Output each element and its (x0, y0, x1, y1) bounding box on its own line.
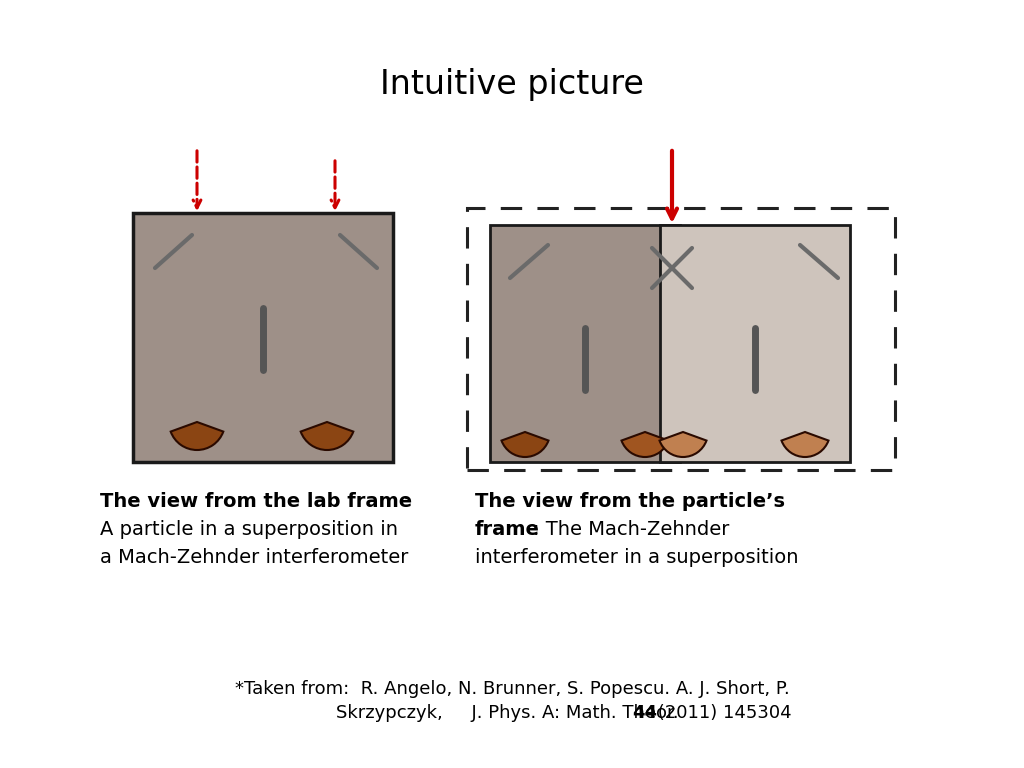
Wedge shape (659, 432, 707, 457)
Text: Intuitive picture: Intuitive picture (380, 68, 644, 101)
Text: :: : (403, 492, 410, 511)
Wedge shape (622, 432, 669, 457)
Bar (133, 213, 393, 462)
Text: frame: frame (475, 520, 540, 539)
Text: : The Mach-Zehnder: : The Mach-Zehnder (534, 520, 729, 539)
Wedge shape (301, 422, 353, 450)
Bar (490, 225, 680, 462)
Text: The view from the lab frame: The view from the lab frame (100, 492, 412, 511)
Text: *Taken from:  R. Angelo, N. Brunner, S. Popescu. A. J. Short, P.: *Taken from: R. Angelo, N. Brunner, S. P… (234, 680, 790, 698)
Wedge shape (502, 432, 549, 457)
Text: The view from the particle’s: The view from the particle’s (475, 492, 785, 511)
Text: A particle in a superposition in: A particle in a superposition in (100, 520, 398, 539)
Wedge shape (171, 422, 223, 450)
Wedge shape (781, 432, 828, 457)
Text: a Mach-Zehnder interferometer: a Mach-Zehnder interferometer (100, 548, 409, 567)
Text: (2011) 145304: (2011) 145304 (652, 704, 792, 722)
Bar (660, 225, 850, 462)
Bar (467, 208, 895, 470)
Text: interferometer in a superposition: interferometer in a superposition (475, 548, 799, 567)
Text: Skrzypczyk,     J. Phys. A: Math. Theor.: Skrzypczyk, J. Phys. A: Math. Theor. (336, 704, 684, 722)
Text: 44: 44 (632, 704, 657, 722)
